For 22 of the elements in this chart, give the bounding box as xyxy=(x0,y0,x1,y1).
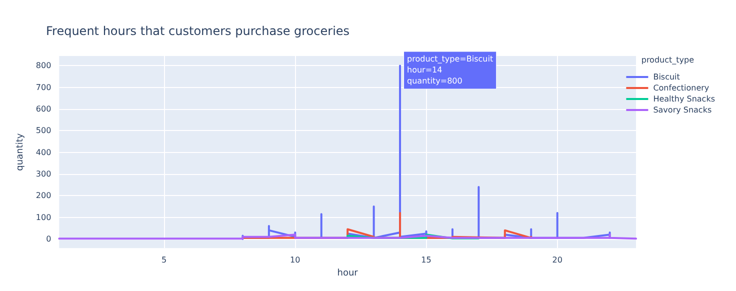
legend-label: Healthy Snacks xyxy=(653,94,715,104)
y-tick-label: 0 xyxy=(46,234,52,244)
annotation: product_type=Biscuit hour=14 quantity=800 xyxy=(407,54,494,86)
legend-label: Biscuit xyxy=(653,72,680,82)
y-tick-label: 200 xyxy=(36,191,52,200)
legend-label: Confectionery xyxy=(653,84,710,92)
y-tick-label: 700 xyxy=(36,82,52,92)
legend-label: Savory Snacks xyxy=(653,106,712,114)
y-axis-title: quantity xyxy=(16,132,26,171)
x-tick-label: 20 xyxy=(552,256,562,265)
x-tick-label: 5 xyxy=(162,256,167,265)
chart-title: Frequent hours that customers purchase groceries xyxy=(46,24,350,38)
y-tick-label: 600 xyxy=(36,104,52,114)
legend-title: product_type xyxy=(641,56,694,64)
y-tick-label: 400 xyxy=(36,148,52,157)
x-tick-label: 10 xyxy=(290,256,300,265)
y-tick-label: 100 xyxy=(36,212,52,222)
y-tick-label: 500 xyxy=(36,126,52,136)
x-tick-label: 15 xyxy=(421,256,432,265)
x-axis-title: hour xyxy=(337,268,358,278)
y-tick-label: 800 xyxy=(36,61,52,70)
y-tick-label: 300 xyxy=(36,170,52,179)
